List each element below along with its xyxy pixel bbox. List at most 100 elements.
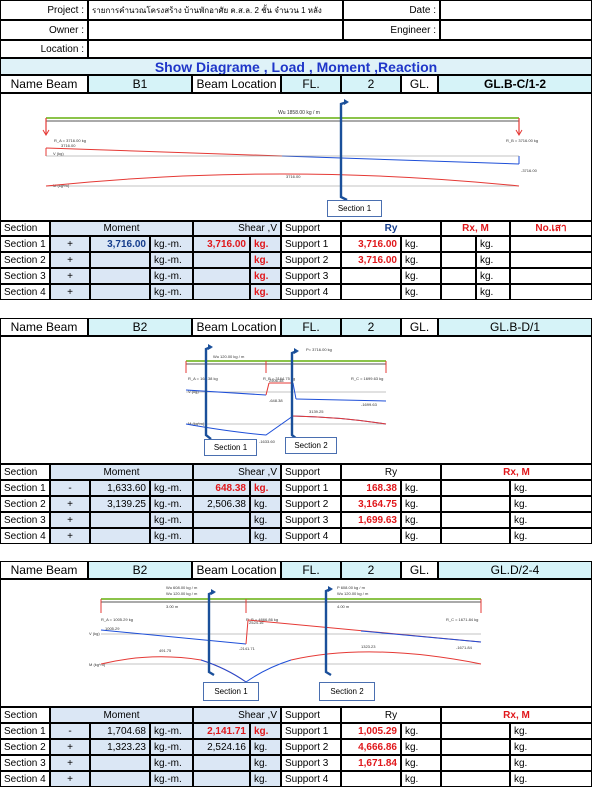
col-header-moment: Moment bbox=[50, 707, 193, 723]
shear-c-value: -1671.84 bbox=[456, 645, 473, 650]
load-1-label: Wu 608.00 kg / m bbox=[166, 585, 198, 590]
section-2-label: Section 2 bbox=[285, 437, 337, 454]
gl-value: GL.B-C/1-2 bbox=[438, 75, 592, 93]
owner-label: Owner : bbox=[0, 20, 88, 40]
shear-b-neg-value: -2141.71 bbox=[239, 646, 256, 651]
shear-b-value: 2506.38 bbox=[269, 378, 284, 383]
col-header-rx-m: Rx, M bbox=[441, 221, 510, 236]
col-header-support: Support bbox=[281, 221, 341, 236]
load-label: Wu 120.00 kg / m bbox=[213, 354, 245, 359]
col-header-section: Section bbox=[0, 707, 50, 723]
shear-b-value: 2524.16 bbox=[249, 620, 264, 625]
reaction-a-label: R_A = 168.38 kg bbox=[188, 376, 218, 381]
gl-label: GL. bbox=[401, 75, 438, 93]
engineer-label: Engineer : bbox=[343, 20, 440, 40]
col-header-support: Support bbox=[281, 707, 341, 723]
col-header-moment: Moment bbox=[50, 221, 193, 236]
fl-label: FL. bbox=[281, 561, 341, 579]
beam-location-label: Beam Location bbox=[192, 75, 281, 93]
reaction-c-label: R_C = 1699.63 kg bbox=[351, 376, 383, 381]
moment-axis-label: M (kg*m) bbox=[53, 183, 70, 188]
reaction-b-label: R_B = 4666.86 kg bbox=[246, 617, 278, 622]
shear-axis-label: V (kg) bbox=[53, 151, 64, 156]
col-header-section: Section bbox=[0, 221, 50, 236]
span-2-label: 4.00 m bbox=[337, 604, 350, 609]
load-label: Wu 1858.00 kg / m bbox=[278, 110, 320, 116]
support-right-icon bbox=[515, 118, 523, 136]
col-header-ry: Ry bbox=[341, 464, 441, 480]
reaction-a-label: R_A = 3716.00 kg bbox=[54, 138, 86, 143]
floor-value: 2 bbox=[341, 318, 401, 336]
col-header-rx-m: Rx, M bbox=[441, 707, 592, 723]
load-2-label: P 608.00 kg / m bbox=[337, 585, 366, 590]
load-1b-label: Wu 120.00 kg / m bbox=[166, 591, 198, 596]
section-2-marker bbox=[324, 586, 333, 677]
fl-label: FL. bbox=[281, 75, 341, 93]
gl-label: GL. bbox=[401, 561, 438, 579]
page-banner: Show Diagrame , Load , Moment ,Reaction bbox=[0, 58, 592, 75]
col-header-moment: Moment bbox=[50, 464, 193, 480]
floor-value: 2 bbox=[341, 561, 401, 579]
reaction-b-label: R_B = 3164.75 kg bbox=[263, 376, 295, 381]
location-label: Location : bbox=[0, 40, 88, 58]
date-label: Date : bbox=[343, 0, 440, 20]
section-1-marker bbox=[204, 344, 213, 440]
project-value: รายการคำนวณโครงสร้าง บ้านพักอาศัย ค.ส.ล.… bbox=[88, 0, 343, 20]
col-header-support: Support bbox=[281, 464, 341, 480]
beam-diagram: P= 3716.00 kg Wu 120.00 kg / m R_A = 168… bbox=[0, 336, 592, 464]
gl-value: GL.B-D/1 bbox=[438, 318, 592, 336]
section-1-label: Section 1 bbox=[327, 200, 382, 217]
moment-axis-label: M (kg*m) bbox=[89, 662, 106, 667]
beam-name: B1 bbox=[88, 75, 192, 93]
shear-c-value: -1699.63 bbox=[361, 402, 378, 407]
section-1-marker bbox=[207, 589, 216, 677]
span-1-label: 3.00 m bbox=[166, 604, 179, 609]
section-1-label: Section 1 bbox=[203, 682, 259, 701]
name-beam-label: Name Beam bbox=[0, 318, 88, 336]
beam-diagram: Wu 608.00 kg / m Wu 120.00 kg / m P 608.… bbox=[0, 579, 592, 707]
reaction-c-label: R_C = 1671.84 kg bbox=[446, 617, 478, 622]
location-value bbox=[88, 40, 592, 58]
beam-name: B2 bbox=[88, 561, 192, 579]
moment-1-value: 491.75 bbox=[159, 648, 172, 653]
shear-a-value: 1005.29 bbox=[105, 626, 120, 631]
shear-axis-label: V (kg) bbox=[89, 631, 100, 636]
shear-left-value: 3716.00 bbox=[61, 143, 76, 148]
col-header-section: Section bbox=[0, 464, 50, 480]
section-1-label: Section 1 bbox=[204, 439, 257, 456]
reaction-b-label: R_B = 3716.00 kg bbox=[506, 138, 538, 143]
section-2-label: Section 2 bbox=[319, 682, 375, 701]
col-header-ry: Ry bbox=[341, 707, 441, 723]
col-header-shear: Shear ,V bbox=[193, 707, 281, 723]
shear-axis-label: V (kg) bbox=[188, 389, 199, 394]
floor-value: 2 bbox=[341, 75, 401, 93]
beam-diagram: Wu 1858.00 kg / m R_A = 3716.00 kg R_B =… bbox=[0, 93, 592, 221]
date-value bbox=[440, 0, 592, 20]
moment-mid-value: 3716.00 bbox=[286, 174, 301, 179]
point-load-label: P= 3716.00 kg bbox=[306, 347, 332, 352]
beam-name: B2 bbox=[88, 318, 192, 336]
col-header-shear: Shear ,V bbox=[193, 221, 281, 236]
name-beam-label: Name Beam bbox=[0, 75, 88, 93]
moment-pos-value: 3139.25 bbox=[309, 409, 324, 414]
beam-location-label: Beam Location bbox=[192, 318, 281, 336]
gl-value: GL.D/2-4 bbox=[438, 561, 592, 579]
reaction-a-label: R_A = 1005.29 kg bbox=[101, 617, 133, 622]
load-2b-label: Wu 120.00 kg / m bbox=[337, 591, 369, 596]
gl-label: GL. bbox=[401, 318, 438, 336]
moment-neg-value: -1633.60 bbox=[259, 439, 276, 444]
shear-right-value: -3716.00 bbox=[521, 168, 538, 173]
col-header-shear: Shear ,V bbox=[193, 464, 281, 480]
fl-label: FL. bbox=[281, 318, 341, 336]
project-label: Project : bbox=[0, 0, 88, 20]
col-header-ry: Ry bbox=[341, 221, 441, 236]
owner-value bbox=[88, 20, 343, 40]
section-1-marker bbox=[339, 99, 349, 202]
col-header-rx-m: Rx, M bbox=[441, 464, 592, 480]
name-beam-label: Name Beam bbox=[0, 561, 88, 579]
engineer-value bbox=[440, 20, 592, 40]
moment-2-value: 1323.23 bbox=[361, 644, 376, 649]
shear-b-neg-value: -648.38 bbox=[269, 398, 283, 403]
beam-location-label: Beam Location bbox=[192, 561, 281, 579]
support-left-icon bbox=[42, 118, 50, 136]
